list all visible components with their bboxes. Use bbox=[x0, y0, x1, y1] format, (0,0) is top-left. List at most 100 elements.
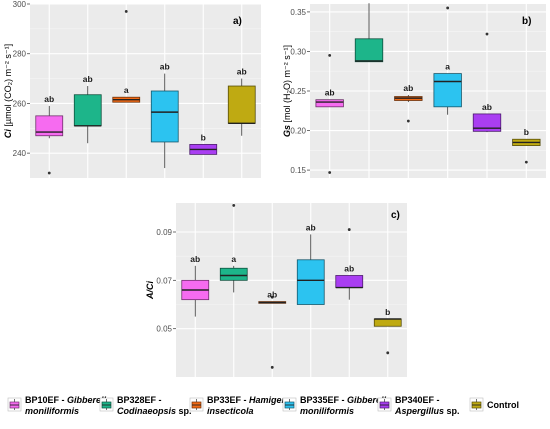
outlier-point bbox=[270, 365, 274, 369]
legend-code: BP335EF - bbox=[300, 395, 347, 405]
box-b-1: ab bbox=[315, 54, 344, 174]
legend-species-suffix: sp. bbox=[176, 406, 192, 416]
outlier-point bbox=[328, 171, 332, 174]
significance-letter: a bbox=[231, 254, 236, 264]
significance-letter: ab bbox=[83, 74, 93, 84]
y-tick-label: 0.15 bbox=[290, 166, 306, 175]
box-c-1: ab bbox=[181, 254, 210, 317]
legend-code: BP328EF - bbox=[117, 395, 162, 405]
y-tick-label: 280 bbox=[13, 50, 27, 59]
panel-c-y-axis-label-symbol: A/Ci bbox=[145, 281, 155, 300]
legend-code: BP10EF - bbox=[25, 395, 67, 405]
outlier-point bbox=[47, 171, 51, 175]
box-body bbox=[73, 94, 102, 127]
panel-b-label: b) bbox=[522, 16, 531, 27]
box-body bbox=[219, 267, 248, 281]
legend-species-line2: moniliformis bbox=[300, 406, 354, 416]
outlier-point bbox=[446, 6, 450, 10]
box-b-4: a bbox=[433, 6, 462, 115]
box-a-6: ab bbox=[227, 67, 256, 136]
box-body bbox=[296, 259, 325, 305]
box-body bbox=[472, 113, 502, 132]
significance-letter: ab bbox=[325, 88, 335, 98]
panel-a: ab ab a ab b ab 240 260 280 300 a) Ci [µmol (CO₂… bbox=[3, 0, 261, 178]
y-tick-label: 0.30 bbox=[290, 47, 306, 56]
panel-a-label: a) bbox=[233, 16, 242, 27]
panel-a-y-axis-label-units: [µmol (CO₂) m⁻² s⁻¹] bbox=[3, 44, 13, 129]
legend-entry-6: Control bbox=[469, 397, 519, 412]
significance-letter: ab bbox=[267, 290, 277, 300]
significance-letter: ab bbox=[344, 264, 354, 274]
box-c-2: a bbox=[219, 204, 248, 293]
panel-c-plot-area bbox=[176, 203, 407, 377]
significance-letter: ab bbox=[403, 83, 413, 93]
box-body bbox=[433, 73, 462, 108]
legend-species: Gibberella bbox=[67, 395, 111, 405]
box-b-2: a bbox=[354, 0, 384, 63]
significance-letter: a bbox=[367, 0, 372, 1]
significance-letter: b bbox=[524, 127, 529, 137]
legend-label: BP10EF - Gibberella bbox=[25, 395, 111, 405]
outlier-point bbox=[485, 32, 489, 36]
box-body bbox=[35, 115, 64, 137]
box-body bbox=[150, 90, 179, 143]
legend-label: BP340EF - bbox=[395, 395, 440, 405]
outlier-point bbox=[347, 228, 351, 231]
box-b-5: ab bbox=[472, 32, 502, 133]
significance-letter: ab bbox=[44, 94, 54, 104]
legend-species-suffix: sp. bbox=[444, 406, 460, 416]
box-c-6: b bbox=[373, 307, 402, 355]
legend-label: BP33EF - Hamigera bbox=[207, 395, 290, 405]
panel-b-grid bbox=[310, 4, 546, 178]
legend-species: Aspergillus bbox=[394, 406, 444, 416]
significance-letter: a bbox=[124, 85, 129, 95]
panel-a-y-axis-label: Ci [µmol (CO₂) m⁻² s⁻¹] bbox=[3, 44, 13, 138]
legend-species: Codinaeopsis bbox=[117, 406, 176, 416]
y-tick-label: 0.09 bbox=[156, 228, 172, 237]
box-c-4: ab bbox=[296, 222, 325, 305]
outlier-point bbox=[232, 204, 236, 207]
outlier-point bbox=[124, 10, 128, 13]
box-b-6: b bbox=[512, 127, 541, 164]
box-body bbox=[335, 275, 364, 288]
box-body bbox=[315, 99, 344, 108]
legend-label-line2: Aspergillus sp. bbox=[394, 406, 460, 416]
outlier-point bbox=[406, 119, 410, 123]
legend-label-line2: moniliformis bbox=[300, 406, 354, 416]
legend-label: BP335EF - Gibberella bbox=[300, 395, 391, 405]
panel-b: ab a ab a ab b 0.15 0.20 0.25 0.30 0.35 b) Gs [mo… bbox=[282, 0, 546, 178]
panel-c: ab a ab ab ab b 0.05 0.07 0.09 c) A/Ci bbox=[145, 203, 407, 377]
panel-b-y-ticks: 0.15 0.20 0.25 0.30 0.35 bbox=[290, 8, 310, 175]
legend-species: Gibberella bbox=[347, 395, 391, 405]
legend-label: Control bbox=[487, 400, 519, 410]
panel-c-y-axis-label: A/Ci bbox=[145, 281, 155, 300]
legend-label-line2: Codinaeopsis sp. bbox=[117, 406, 192, 416]
panel-c-label: c) bbox=[391, 210, 400, 221]
significance-letter: ab bbox=[306, 222, 316, 232]
panel-b-y-axis-label-symbol: Gs bbox=[282, 125, 292, 137]
significance-letter: b bbox=[201, 132, 206, 142]
panel-b-y-axis-label-units: [mol (H₂O) m⁻² s⁻¹] bbox=[282, 45, 292, 125]
legend-species-line2: moniliformis bbox=[25, 406, 79, 416]
box-body bbox=[373, 318, 402, 327]
outlier-point bbox=[524, 160, 528, 164]
legend-label-line2: moniliformis bbox=[25, 406, 79, 416]
y-tick-label: 260 bbox=[13, 99, 27, 108]
box-a-1: ab bbox=[35, 94, 64, 175]
panel-c-boxes: ab a ab ab ab b bbox=[181, 204, 402, 369]
box-c-5: ab bbox=[335, 228, 364, 300]
significance-letter: b bbox=[385, 307, 390, 317]
box-body bbox=[227, 85, 256, 124]
legend-label: BP328EF - bbox=[117, 395, 162, 405]
y-tick-label: 240 bbox=[13, 149, 27, 158]
box-b-3: ab bbox=[394, 83, 423, 123]
significance-letter: ab bbox=[190, 254, 200, 264]
legend-code: BP33EF - bbox=[207, 395, 249, 405]
significance-letter: ab bbox=[160, 62, 170, 72]
outlier-point bbox=[270, 295, 274, 299]
panel-a-y-ticks: 240 260 280 300 bbox=[13, 0, 30, 158]
